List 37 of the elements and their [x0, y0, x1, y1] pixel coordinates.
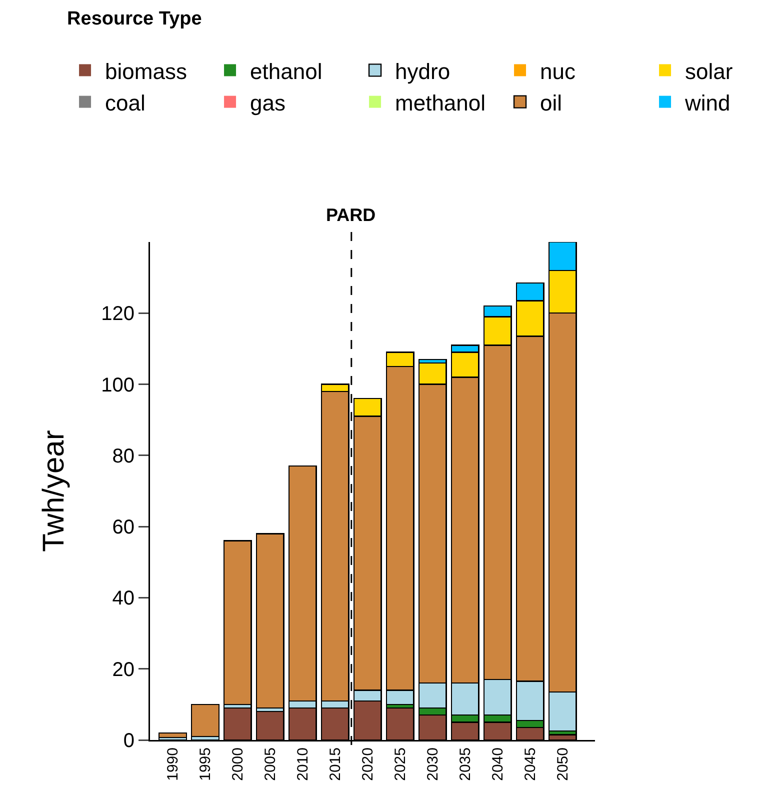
legend-title: Resource Type [67, 8, 202, 30]
legend-label: hydro [395, 58, 450, 84]
x-tick-label: 2025 [392, 748, 409, 781]
x-tick-label: 2015 [327, 748, 344, 781]
legend-label: nuc [540, 58, 576, 84]
y-tick-label: 20 [112, 658, 134, 681]
y-tick-label: 0 [123, 730, 134, 752]
x-tick-label: 2020 [360, 748, 377, 781]
x-tick-label: 2010 [294, 748, 312, 781]
y-tick-label: 80 [112, 445, 134, 468]
x-tick-label: 2000 [230, 748, 247, 781]
x-tick-label: 2040 [489, 748, 506, 781]
legend-label: oil [540, 90, 562, 116]
legend-label: solar [685, 58, 733, 84]
legend-label: ethanol [250, 58, 322, 84]
y-tick-label: 120 [101, 303, 134, 326]
x-tick-label: 2005 [262, 748, 280, 781]
legend-label: biomass [105, 58, 187, 84]
x-tick-label: 1990 [164, 748, 182, 781]
legend-label: coal [105, 90, 146, 116]
y-tick-label: 100 [101, 374, 134, 396]
x-tick-label: 2030 [424, 748, 442, 781]
y-tick-label: 60 [112, 516, 134, 539]
x-tick-label: 2035 [456, 748, 474, 781]
x-tick-label: 2050 [554, 748, 572, 781]
legend-label: methanol [395, 90, 486, 116]
bar [158, 732, 187, 738]
bar [256, 533, 284, 709]
legend-label: wind [684, 90, 730, 116]
bar [190, 704, 220, 738]
x-tick-label: 2045 [522, 748, 539, 781]
legend-label: gas [250, 90, 286, 116]
ref-line-label: PARD [326, 205, 376, 225]
x-tick-label: 1995 [197, 748, 214, 781]
y-tick-label: 40 [112, 588, 134, 610]
bar [223, 540, 252, 706]
y-axis-title: Twh/year [37, 430, 70, 552]
